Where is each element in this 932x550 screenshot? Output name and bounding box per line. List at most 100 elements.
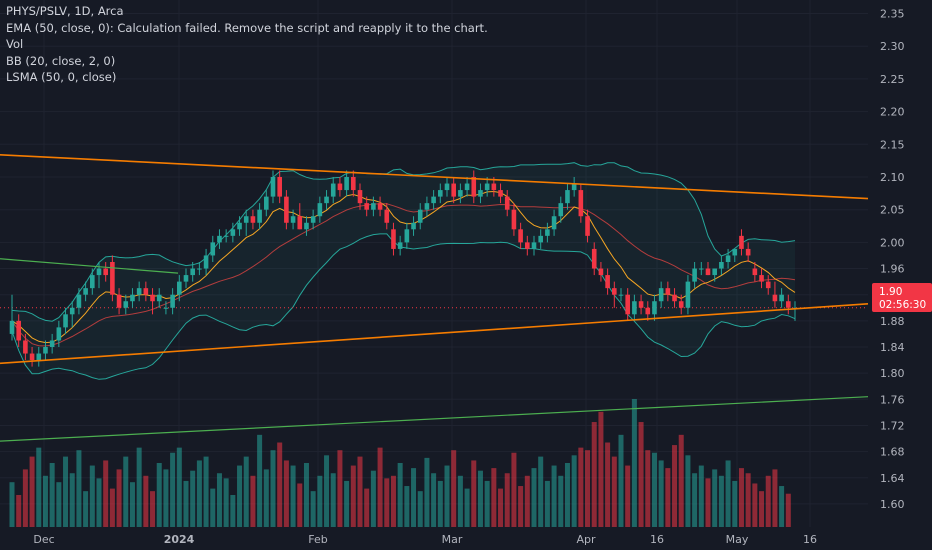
volume-bar bbox=[290, 465, 296, 527]
candle bbox=[678, 301, 684, 308]
price-axis[interactable]: 2.352.302.252.202.152.102.052.001.961.92… bbox=[880, 8, 905, 511]
volume-bar bbox=[477, 470, 483, 527]
candle bbox=[404, 229, 410, 243]
volume-bar bbox=[303, 463, 309, 527]
candle bbox=[49, 340, 55, 347]
candle bbox=[752, 268, 758, 276]
volume-bar bbox=[297, 483, 303, 527]
candle bbox=[96, 268, 102, 276]
legend-ema[interactable]: EMA (50, close, 0): Calculation failed. … bbox=[6, 20, 488, 35]
trend-lines[interactable] bbox=[0, 153, 869, 442]
volume-bar bbox=[772, 469, 778, 527]
volume-bar bbox=[397, 463, 403, 527]
candle bbox=[103, 268, 108, 276]
candle bbox=[110, 262, 115, 295]
candle bbox=[90, 275, 95, 289]
volume-bar bbox=[524, 475, 530, 527]
volume-bar bbox=[457, 475, 463, 527]
candle bbox=[638, 301, 644, 308]
volume-bar bbox=[63, 456, 69, 527]
volume-bar bbox=[745, 473, 751, 527]
time-tick-label: Dec bbox=[33, 533, 54, 546]
candle bbox=[605, 275, 610, 289]
volume-bar bbox=[330, 473, 336, 527]
candle bbox=[344, 177, 349, 191]
candle bbox=[732, 248, 738, 256]
candle bbox=[585, 216, 590, 236]
bollinger-lower bbox=[11, 233, 796, 380]
volume-bar bbox=[183, 480, 189, 527]
volume-bar bbox=[216, 473, 222, 527]
candle bbox=[270, 177, 276, 197]
candle bbox=[197, 268, 202, 270]
candle bbox=[565, 190, 570, 204]
volume-bar bbox=[564, 463, 570, 527]
volume-bar bbox=[196, 460, 202, 527]
volume-bar bbox=[498, 488, 504, 527]
candle bbox=[652, 301, 657, 315]
volume-bar bbox=[89, 465, 95, 527]
candle bbox=[136, 288, 142, 295]
volume-bar bbox=[76, 450, 82, 527]
legend-symbol[interactable]: PHYS/PSLV, 1D, Arca bbox=[6, 4, 124, 18]
candle bbox=[130, 294, 135, 302]
time-tick-label: 16 bbox=[803, 533, 817, 546]
candle bbox=[712, 268, 717, 276]
volume-bar bbox=[243, 456, 249, 527]
candle bbox=[531, 242, 537, 249]
legend-lsma[interactable]: LSMA (50, 0, close) bbox=[6, 70, 117, 84]
price-tick-label: 2.35 bbox=[880, 8, 905, 21]
volume-bar bbox=[176, 447, 182, 527]
volume-bar bbox=[390, 475, 396, 527]
candle bbox=[591, 248, 597, 269]
legend-volume[interactable]: Vol bbox=[6, 37, 24, 51]
volume-bar bbox=[317, 475, 323, 527]
legend-bollinger[interactable]: BB (20, close, 2, 0) bbox=[6, 53, 116, 68]
price-tick-label: 1.64 bbox=[880, 472, 905, 485]
candle bbox=[143, 288, 149, 295]
time-axis[interactable]: Dec 2024 Feb Mar Apr 16 May 16 bbox=[33, 533, 817, 546]
candle bbox=[705, 268, 711, 276]
volume-bar bbox=[270, 450, 276, 527]
volume-bar bbox=[310, 491, 316, 527]
volume-bar bbox=[163, 469, 169, 527]
candle bbox=[612, 288, 617, 295]
price-tick-label: 2.25 bbox=[880, 73, 905, 86]
candle bbox=[163, 307, 169, 309]
time-tick-label: Mar bbox=[442, 533, 463, 546]
volume-bar bbox=[257, 434, 263, 527]
volume-bar bbox=[698, 465, 704, 527]
volume-bar bbox=[591, 422, 597, 527]
volume-bar bbox=[417, 491, 423, 527]
volume-bar bbox=[230, 495, 236, 527]
short-green-line bbox=[0, 258, 179, 274]
volume-bar bbox=[558, 475, 564, 527]
candle bbox=[371, 203, 376, 210]
candle bbox=[16, 320, 21, 341]
volume-bar bbox=[759, 491, 765, 527]
volume-bar bbox=[337, 450, 343, 527]
volume-bar bbox=[283, 460, 289, 527]
candle bbox=[451, 183, 456, 197]
volume-bar bbox=[96, 478, 102, 527]
candle bbox=[558, 203, 564, 217]
candle bbox=[545, 229, 550, 236]
candle bbox=[337, 183, 343, 191]
candle bbox=[237, 222, 242, 230]
support-line bbox=[0, 396, 869, 442]
candle bbox=[719, 262, 724, 269]
volume-bar bbox=[732, 480, 738, 527]
candle bbox=[257, 209, 262, 223]
last-price-badge: 1.90 02:56:30 bbox=[872, 283, 932, 312]
volume-bar bbox=[424, 457, 430, 527]
volume-bar bbox=[22, 469, 28, 527]
bollinger-fill bbox=[12, 162, 795, 380]
volume-bar bbox=[277, 442, 283, 527]
lsma-line bbox=[11, 190, 796, 344]
volume-bar bbox=[384, 478, 390, 527]
candle bbox=[36, 353, 42, 361]
upper-trendline bbox=[0, 153, 869, 200]
volume-bar bbox=[150, 491, 156, 527]
candle bbox=[310, 216, 316, 223]
